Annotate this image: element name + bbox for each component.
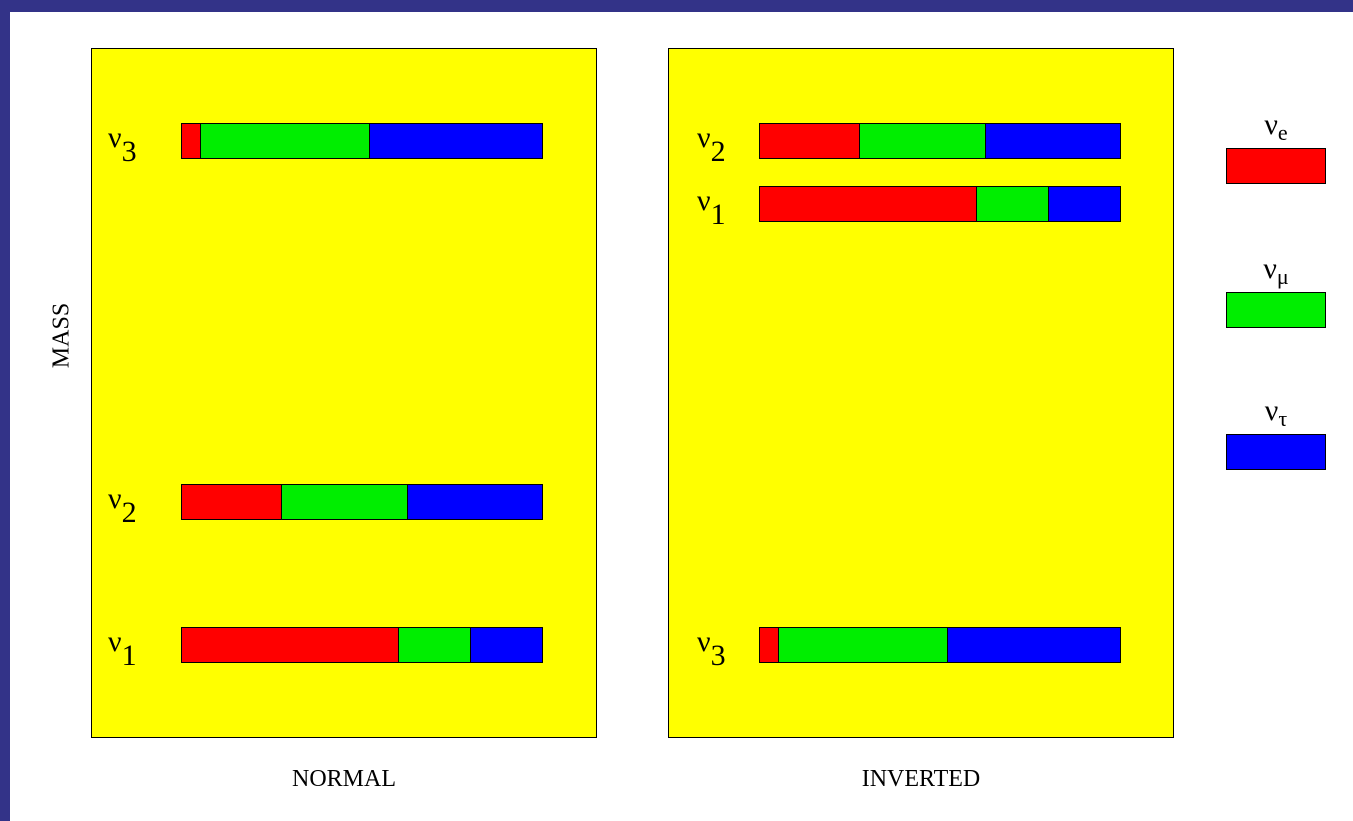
level-label-nu1: ν1 xyxy=(697,184,726,231)
mass-state-bar-nu3 xyxy=(181,123,543,159)
nu-tau-fraction xyxy=(369,124,542,158)
nu-tau-fraction xyxy=(985,124,1120,158)
nu-e-fraction xyxy=(760,628,778,662)
nu-e-fraction xyxy=(182,124,200,158)
mass-state-bar-nu1 xyxy=(759,186,1121,222)
legend-nu-e: νe xyxy=(1226,110,1326,184)
level-label-nu2: ν2 xyxy=(108,482,137,529)
nu-mu-fraction xyxy=(281,485,407,519)
nu-e-fraction xyxy=(760,124,859,158)
level-label-nu3: ν3 xyxy=(697,625,726,672)
diagram-canvas: MASS ν3 ν2 ν1 NORMAL ν2 xyxy=(10,12,1353,821)
nu-mu-fraction xyxy=(398,628,470,662)
inverted-panel-label: INVERTED xyxy=(861,766,981,792)
nu-tau-fraction xyxy=(947,628,1120,662)
nu-e-fraction xyxy=(182,628,398,662)
mass-state-bar-nu1 xyxy=(181,627,543,663)
nu-mu-fraction xyxy=(976,187,1048,221)
normal-hierarchy-panel: ν3 ν2 ν1 xyxy=(91,48,597,738)
nu-tau-fraction xyxy=(1048,187,1120,221)
normal-panel-label: NORMAL xyxy=(291,766,396,792)
legend-nu-tau-swatch xyxy=(1226,434,1326,470)
legend-nu-e-swatch xyxy=(1226,148,1326,184)
mass-state-bar-nu3 xyxy=(759,627,1121,663)
legend-nu-e-symbol: νe xyxy=(1264,108,1288,145)
legend-nu-mu: νμ xyxy=(1226,254,1326,328)
level-label-nu1: ν1 xyxy=(108,625,137,672)
legend-nu-mu-symbol: νμ xyxy=(1263,252,1289,289)
nu-mu-fraction xyxy=(859,124,985,158)
legend-nu-tau-symbol: ντ xyxy=(1264,394,1288,431)
mass-state-bar-nu2 xyxy=(759,123,1121,159)
mass-axis-label: MASS xyxy=(48,302,75,369)
nu-mu-fraction xyxy=(200,124,370,158)
nu-e-fraction xyxy=(182,485,281,519)
mass-state-bar-nu2 xyxy=(181,484,543,520)
nu-mu-fraction xyxy=(778,628,948,662)
level-label-nu3: ν3 xyxy=(108,121,137,168)
legend-nu-mu-swatch xyxy=(1226,292,1326,328)
inverted-hierarchy-panel: ν2 ν1 ν3 xyxy=(668,48,1174,738)
legend-nu-tau: ντ xyxy=(1226,396,1326,470)
nu-e-fraction xyxy=(760,187,976,221)
level-label-nu2: ν2 xyxy=(697,121,726,168)
nu-tau-fraction xyxy=(470,628,542,662)
nu-tau-fraction xyxy=(407,485,542,519)
